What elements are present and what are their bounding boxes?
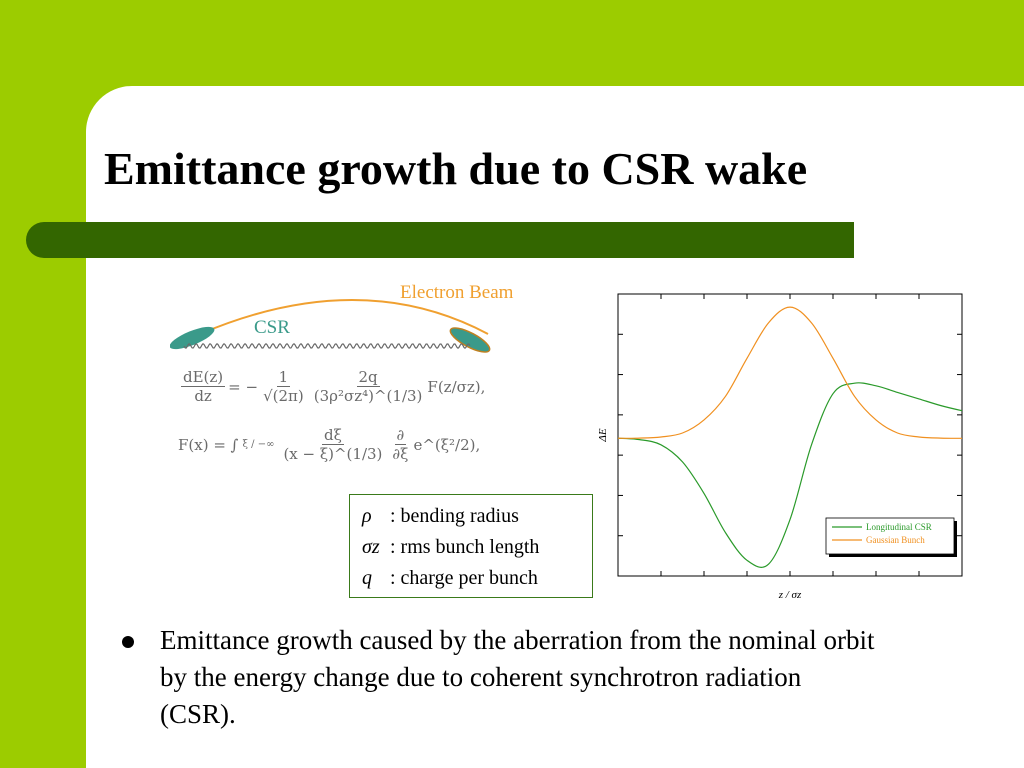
legend-item: q: charge per bunch bbox=[362, 567, 538, 589]
legend-item: σz: rms bunch length bbox=[362, 536, 540, 558]
electron-beam-diagram: Electron Beam CSR bbox=[170, 282, 514, 353]
bullet-text: Emittance growth caused by the aberratio… bbox=[160, 625, 875, 729]
series-line-0 bbox=[617, 382, 963, 568]
bullet-dot bbox=[122, 636, 134, 648]
bunch-right bbox=[449, 327, 491, 353]
csr-wave bbox=[183, 343, 471, 349]
bunch-left bbox=[170, 326, 215, 350]
legend-label-1: Gaussian Bunch bbox=[866, 535, 925, 545]
beam-arc bbox=[199, 299, 489, 335]
csr-wake-chart: ΔE z / σz Longitudinal CSR Gaussian Bunch bbox=[597, 293, 963, 601]
beam-label: Electron Beam bbox=[400, 282, 514, 303]
slide-title: Emittance growth due to CSR wake bbox=[104, 143, 808, 194]
chart-legend bbox=[825, 517, 955, 555]
csr-label: CSR bbox=[254, 317, 290, 338]
formula-line-2: F(x) = ∫ ξ / −∞ dξ (x − ξ)^(1/3) ∂ ∂ξ e^(ξ… bbox=[178, 426, 481, 463]
legend-item: ρ: bending radius bbox=[362, 505, 519, 527]
series-line-1 bbox=[617, 306, 963, 439]
y-axis-label: ΔE bbox=[597, 428, 609, 442]
formula-line-1: dE(z) dz = − 1 √(2π) 2q (3ρ²σz⁴)^(1/3) F(z/… bbox=[181, 368, 486, 405]
csr-formula: dE(z) dz = − 1 √(2π) 2q (3ρ²σz⁴)^(1/3) F(z/… bbox=[178, 366, 518, 484]
legend-label-0: Longitudinal CSR bbox=[866, 522, 932, 532]
x-axis-label: z / σz bbox=[778, 589, 802, 601]
title-underline-bar bbox=[26, 222, 854, 258]
symbol-legend: ρ: bending radius σz: rms bunch length q… bbox=[349, 494, 593, 598]
